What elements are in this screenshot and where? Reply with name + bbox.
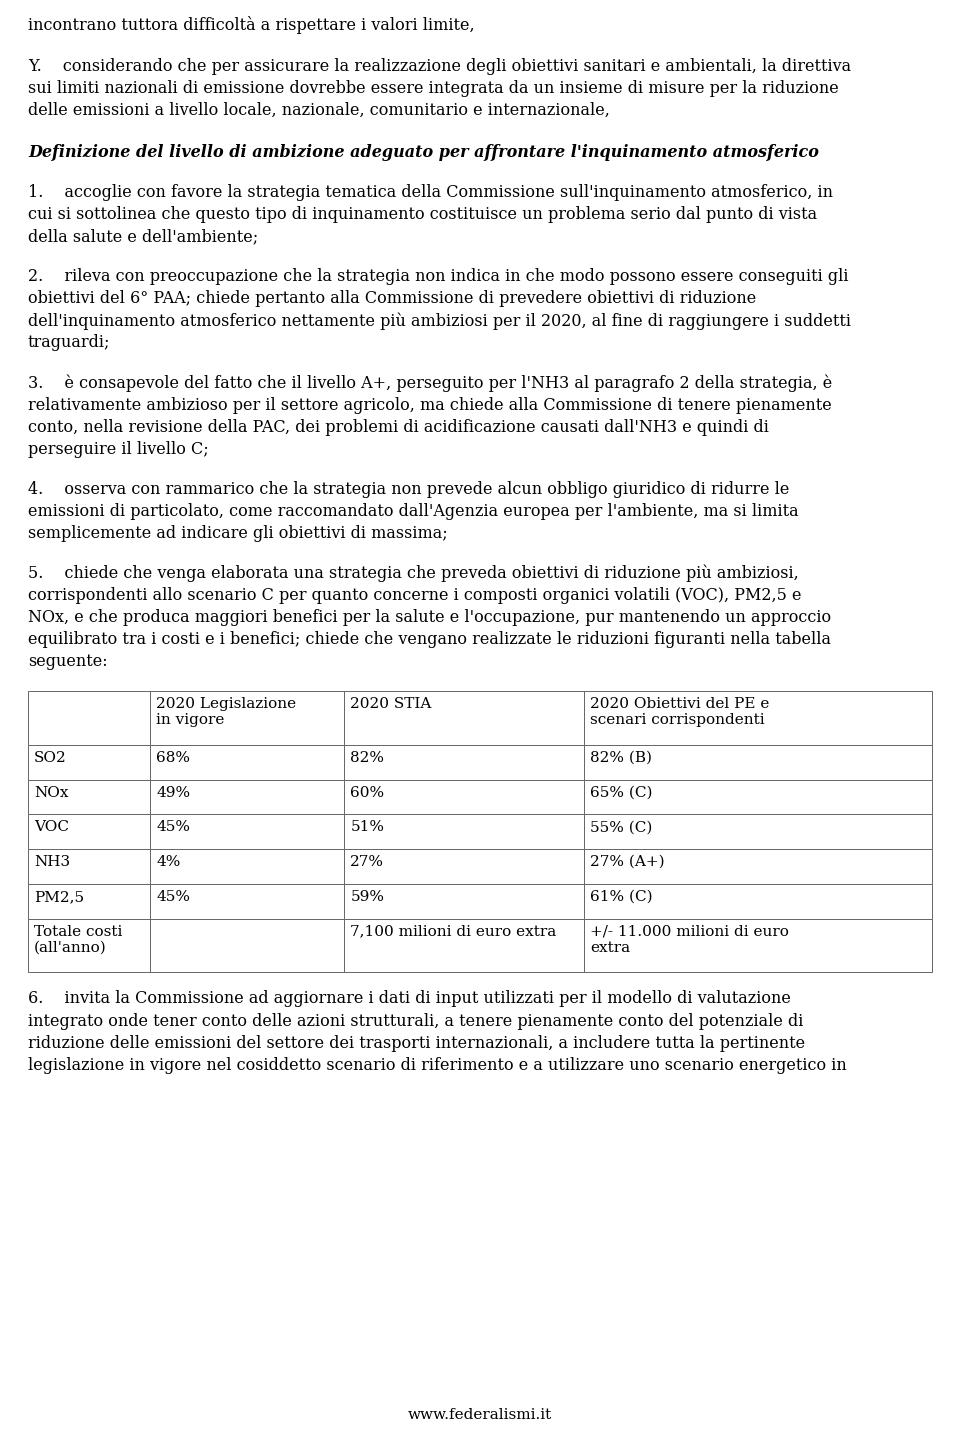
Bar: [28, 884, 150, 919]
Text: 45%: 45%: [156, 889, 190, 904]
Bar: [345, 884, 584, 919]
Text: riduzione delle emissioni del settore dei trasporti internazionali, a includere : riduzione delle emissioni del settore de…: [28, 1034, 805, 1051]
Bar: [584, 884, 932, 919]
Text: seguente:: seguente:: [28, 653, 108, 670]
Text: Y.  considerando che per assicurare la realizzazione degli obiettivi sanitari e : Y. considerando che per assicurare la re…: [28, 59, 852, 74]
Bar: [28, 779, 150, 815]
Text: 68%: 68%: [156, 750, 190, 765]
Text: dell'inquinamento atmosferico nettamente più ambiziosi per il 2020, al fine di r: dell'inquinamento atmosferico nettamente…: [28, 312, 851, 329]
Text: 1.  accoglie con favore la strategia tematica della Commissione sull'inquinament: 1. accoglie con favore la strategia tema…: [28, 185, 833, 202]
Text: 51%: 51%: [350, 821, 384, 835]
Text: 2.  rileva con preoccupazione che la strategia non indica in che modo possono es: 2. rileva con preoccupazione che la stra…: [28, 268, 849, 285]
Bar: [150, 692, 345, 745]
Text: cui si sottolinea che questo tipo di inquinamento costituisce un problema serio : cui si sottolinea che questo tipo di inq…: [28, 206, 817, 223]
Bar: [150, 745, 345, 779]
Text: 45%: 45%: [156, 821, 190, 835]
Text: 27%: 27%: [350, 855, 384, 869]
Bar: [28, 745, 150, 779]
Text: 5.  chiede che venga elaborata una strategia che preveda obiettivi di riduzione : 5. chiede che venga elaborata una strate…: [28, 564, 799, 583]
Text: 65% (C): 65% (C): [590, 786, 653, 799]
Text: www.federalismi.it: www.federalismi.it: [408, 1408, 552, 1422]
Text: 6.  invita la Commissione ad aggiornare i dati di input utilizzati per il modell: 6. invita la Commissione ad aggiornare i…: [28, 991, 791, 1008]
Bar: [584, 919, 932, 972]
Text: obiettivi del 6° PAA; chiede pertanto alla Commissione di prevedere obiettivi di: obiettivi del 6° PAA; chiede pertanto al…: [28, 291, 756, 308]
Text: perseguire il livello C;: perseguire il livello C;: [28, 441, 208, 458]
Bar: [28, 815, 150, 849]
Bar: [28, 692, 150, 745]
Text: 2020 STIA: 2020 STIA: [350, 697, 432, 712]
Bar: [584, 692, 932, 745]
Text: conto, nella revisione della PAC, dei problemi di acidificazione causati dall'NH: conto, nella revisione della PAC, dei pr…: [28, 418, 769, 435]
Text: Definizione del livello di ambizione adeguato per affrontare l'inquinamento atmo: Definizione del livello di ambizione ade…: [28, 145, 819, 162]
Text: emissioni di particolato, come raccomandato dall'Agenzia europea per l'ambiente,: emissioni di particolato, come raccomand…: [28, 503, 799, 520]
Bar: [345, 815, 584, 849]
Bar: [345, 779, 584, 815]
Bar: [345, 849, 584, 884]
Text: PM2,5: PM2,5: [34, 889, 84, 904]
Text: 55% (C): 55% (C): [590, 821, 653, 835]
Text: 4.  osserva con rammarico che la strategia non prevede alcun obbligo giuridico d: 4. osserva con rammarico che la strategi…: [28, 481, 789, 498]
Text: 7,100 milioni di euro extra: 7,100 milioni di euro extra: [350, 925, 557, 939]
Text: NH3: NH3: [34, 855, 70, 869]
Text: 82% (B): 82% (B): [590, 750, 652, 765]
Text: della salute e dell'ambiente;: della salute e dell'ambiente;: [28, 228, 258, 245]
Text: traguardi;: traguardi;: [28, 335, 110, 351]
Text: 2020 Obiettivi del PE e
scenari corrispondenti: 2020 Obiettivi del PE e scenari corrispo…: [590, 697, 769, 727]
Bar: [28, 919, 150, 972]
Text: semplicemente ad indicare gli obiettivi di massima;: semplicemente ad indicare gli obiettivi …: [28, 524, 447, 541]
Text: VOC: VOC: [34, 821, 69, 835]
Text: incontrano tuttora difficoltà a rispettare i valori limite,: incontrano tuttora difficoltà a rispetta…: [28, 16, 474, 34]
Text: legislazione in vigore nel cosiddetto scenario di riferimento e a utilizzare uno: legislazione in vigore nel cosiddetto sc…: [28, 1057, 847, 1074]
Text: 3.  è consapevole del fatto che il livello A+, perseguito per l'NH3 al paragrafo: 3. è consapevole del fatto che il livell…: [28, 375, 832, 392]
Bar: [584, 849, 932, 884]
Bar: [28, 849, 150, 884]
Bar: [345, 692, 584, 745]
Bar: [150, 849, 345, 884]
Bar: [150, 815, 345, 849]
Text: integrato onde tener conto delle azioni strutturali, a tenere pienamente conto d: integrato onde tener conto delle azioni …: [28, 1012, 804, 1030]
Text: SO2: SO2: [34, 750, 67, 765]
Text: 49%: 49%: [156, 786, 190, 799]
Text: 59%: 59%: [350, 889, 384, 904]
Bar: [150, 884, 345, 919]
Text: 82%: 82%: [350, 750, 384, 765]
Bar: [584, 745, 932, 779]
Text: +/- 11.000 milioni di euro
extra: +/- 11.000 milioni di euro extra: [590, 925, 789, 955]
Text: 4%: 4%: [156, 855, 180, 869]
Text: equilibrato tra i costi e i benefici; chiede che vengano realizzate le riduzioni: equilibrato tra i costi e i benefici; ch…: [28, 632, 831, 647]
Bar: [150, 779, 345, 815]
Text: NOx: NOx: [34, 786, 68, 799]
Bar: [345, 745, 584, 779]
Text: delle emissioni a livello locale, nazionale, comunitario e internazionale,: delle emissioni a livello locale, nazion…: [28, 102, 610, 119]
Text: 27% (A+): 27% (A+): [590, 855, 664, 869]
Bar: [345, 919, 584, 972]
Text: relativamente ambizioso per il settore agricolo, ma chiede alla Commissione di t: relativamente ambizioso per il settore a…: [28, 397, 831, 414]
Text: NOx, e che produca maggiori benefici per la salute e l'occupazione, pur mantenen: NOx, e che produca maggiori benefici per…: [28, 609, 831, 626]
Text: 61% (C): 61% (C): [590, 889, 653, 904]
Bar: [150, 919, 345, 972]
Text: Totale costi
(all'anno): Totale costi (all'anno): [34, 925, 122, 955]
Bar: [584, 815, 932, 849]
Text: 60%: 60%: [350, 786, 385, 799]
Bar: [584, 779, 932, 815]
Text: corrispondenti allo scenario C per quanto concerne i composti organici volatili : corrispondenti allo scenario C per quant…: [28, 587, 802, 604]
Text: 2020 Legislazione
in vigore: 2020 Legislazione in vigore: [156, 697, 297, 727]
Text: sui limiti nazionali di emissione dovrebbe essere integrata da un insieme di mis: sui limiti nazionali di emissione dovreb…: [28, 80, 839, 97]
